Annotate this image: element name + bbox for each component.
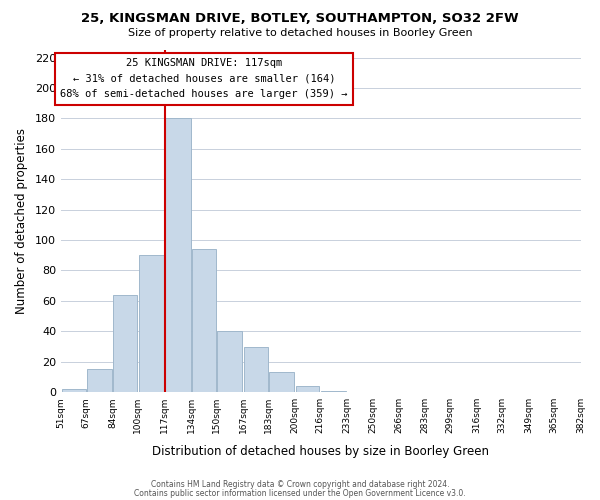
Bar (165, 118, 191, 392)
Text: Contains HM Land Registry data © Crown copyright and database right 2024.: Contains HM Land Registry data © Crown c… (151, 480, 449, 489)
X-axis label: Distribution of detached houses by size in Boorley Green: Distribution of detached houses by size … (152, 444, 489, 458)
Bar (87, 370, 112, 392)
Bar (139, 256, 164, 392)
Text: Contains public sector information licensed under the Open Government Licence v3: Contains public sector information licen… (134, 488, 466, 498)
Bar (320, 390, 346, 392)
Text: 25 KINGSMAN DRIVE: 117sqm
← 31% of detached houses are smaller (164)
68% of semi: 25 KINGSMAN DRIVE: 117sqm ← 31% of detac… (60, 58, 347, 100)
Bar (269, 372, 294, 392)
Y-axis label: Number of detached properties: Number of detached properties (15, 128, 28, 314)
Text: 25, KINGSMAN DRIVE, BOTLEY, SOUTHAMPTON, SO32 2FW: 25, KINGSMAN DRIVE, BOTLEY, SOUTHAMPTON,… (81, 12, 519, 26)
Bar (113, 295, 137, 392)
Bar (217, 332, 242, 392)
Bar (192, 249, 216, 392)
Bar (581, 389, 600, 392)
Bar (244, 346, 268, 392)
Bar (296, 386, 319, 392)
Bar (62, 389, 86, 392)
Text: Size of property relative to detached houses in Boorley Green: Size of property relative to detached ho… (128, 28, 472, 38)
